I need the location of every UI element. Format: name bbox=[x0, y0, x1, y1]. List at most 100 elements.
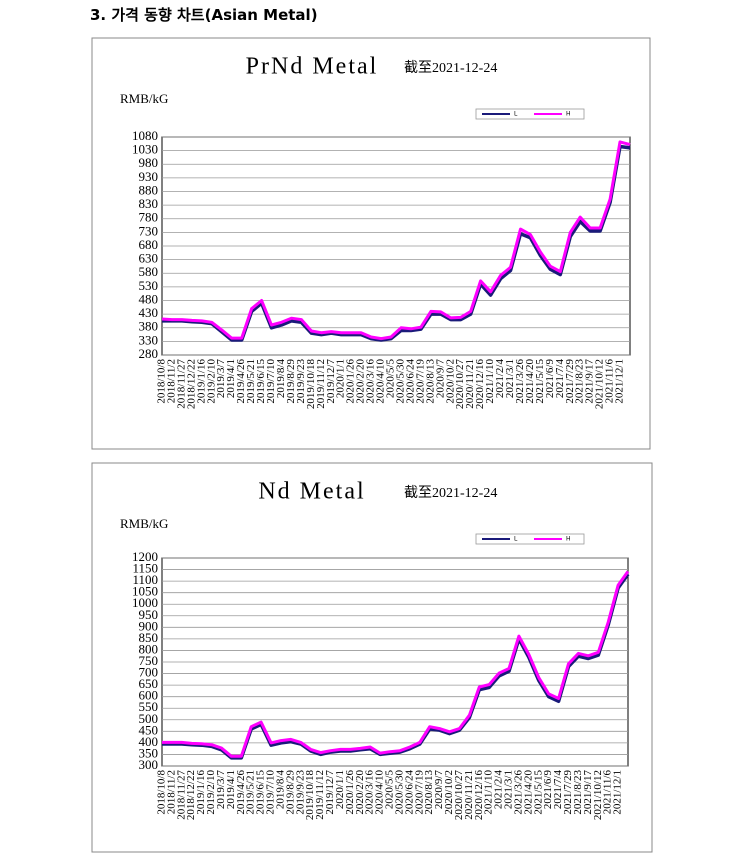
y-tick-label: 900 bbox=[139, 618, 159, 633]
y-tick-label: 1100 bbox=[132, 572, 158, 587]
x-tick-label: 2020/1/1 bbox=[334, 770, 346, 809]
y-tick-label: 850 bbox=[139, 630, 159, 645]
x-tick-label: 2021/11/6 bbox=[602, 770, 614, 815]
y-tick-label: 1080 bbox=[132, 128, 158, 143]
x-tick-label: 2018/11/2 bbox=[165, 770, 177, 814]
x-tick-label: 2019/1/16 bbox=[195, 359, 207, 404]
x-tick-label: 2019/8/29 bbox=[284, 770, 296, 815]
chart-title: Nd Metal bbox=[258, 479, 365, 505]
x-tick-label: 2018/11/27 bbox=[175, 359, 187, 409]
y-tick-label: 700 bbox=[139, 665, 159, 680]
x-tick-label: 2019/6/15 bbox=[255, 770, 267, 815]
y-tick-label: 750 bbox=[139, 653, 159, 668]
x-tick-label: 2019/9/23 bbox=[295, 359, 307, 404]
x-tick-label: 2019/4/1 bbox=[225, 359, 237, 398]
x-tick-label: 2021/5/15 bbox=[532, 770, 544, 815]
x-tick-label: 2019/10/18 bbox=[305, 359, 317, 410]
chart-subtitle: 截至2021-12-24 bbox=[404, 485, 497, 501]
y-tick-label: 330 bbox=[139, 332, 159, 347]
x-tick-label: 2018/10/8 bbox=[156, 359, 168, 404]
series-line bbox=[161, 140, 631, 341]
y-tick-label: 530 bbox=[139, 278, 159, 293]
x-tick-label: 2019/8/4 bbox=[275, 770, 287, 810]
x-tick-label: 2019/3/7 bbox=[215, 359, 227, 399]
y-tick-label: 300 bbox=[139, 757, 159, 772]
x-tick-label: 2021/4/20 bbox=[522, 770, 534, 815]
x-tick-label: 2020/6/24 bbox=[404, 359, 416, 404]
x-tick-label: 2021/3/26 bbox=[512, 770, 524, 815]
x-tick-label: 2018/10/8 bbox=[156, 770, 168, 815]
x-tick-label: 2020/4/10 bbox=[374, 770, 386, 815]
x-tick-label: 2019/11/12 bbox=[315, 359, 327, 409]
x-tick-label: 2020/12/16 bbox=[473, 770, 485, 821]
y-tick-label: 680 bbox=[139, 237, 159, 252]
x-tick-label: 2021/3/1 bbox=[503, 770, 515, 809]
y-tick-label: 780 bbox=[139, 210, 159, 225]
y-tick-label: 880 bbox=[139, 182, 159, 197]
y-axis-label: RMB/kG bbox=[120, 516, 168, 531]
x-tick-label: 2020/9/7 bbox=[433, 770, 445, 810]
y-tick-label: 380 bbox=[139, 319, 159, 334]
y-tick-label: 630 bbox=[139, 251, 159, 266]
x-tick-label: 2018/12/22 bbox=[185, 770, 197, 820]
x-tick-label: 2019/4/26 bbox=[235, 359, 247, 404]
x-tick-label: 2020/5/5 bbox=[385, 359, 397, 399]
chart-subtitle: 截至2021-12-24 bbox=[404, 60, 497, 76]
x-tick-label: 2021/10/12 bbox=[594, 359, 606, 409]
legend-box bbox=[475, 108, 585, 120]
y-tick-label: 730 bbox=[139, 223, 159, 238]
x-tick-label: 2021/7/4 bbox=[554, 359, 566, 399]
x-tick-label: 2021/7/29 bbox=[562, 770, 574, 815]
x-tick-label: 2018/12/22 bbox=[185, 359, 197, 409]
x-tick-label: 2021/12/1 bbox=[612, 770, 624, 815]
x-tick-label: 2020/1/26 bbox=[345, 359, 357, 404]
x-tick-label: 2020/2/20 bbox=[355, 359, 367, 404]
x-tick-label: 2020/6/24 bbox=[403, 770, 415, 815]
x-tick-label: 2021/3/26 bbox=[514, 359, 526, 404]
y-tick-label: 800 bbox=[139, 641, 159, 656]
x-tick-label: 2021/11/6 bbox=[604, 359, 616, 404]
x-tick-label: 2021/8/23 bbox=[572, 770, 584, 815]
legend-label: L bbox=[514, 111, 518, 118]
x-tick-label: 2021/10/12 bbox=[592, 770, 604, 820]
chart-title: PrNd Metal bbox=[246, 54, 379, 80]
x-tick-label: 2019/7/10 bbox=[265, 359, 277, 404]
x-tick-label: 2021/12/1 bbox=[614, 359, 626, 404]
x-tick-label: 2020/11/21 bbox=[464, 359, 476, 409]
x-tick-label: 2021/7/4 bbox=[552, 770, 564, 810]
x-tick-label: 2021/5/15 bbox=[534, 359, 546, 404]
x-tick-label: 2019/2/10 bbox=[205, 770, 217, 815]
x-tick-label: 2019/8/4 bbox=[275, 359, 287, 399]
y-tick-label: 400 bbox=[139, 734, 159, 749]
x-tick-label: 2021/3/1 bbox=[504, 359, 516, 398]
legend-label: H bbox=[566, 111, 571, 118]
x-tick-label: 2019/2/10 bbox=[205, 359, 217, 404]
x-tick-label: 2021/9/17 bbox=[584, 359, 596, 404]
x-tick-label: 2021/9/17 bbox=[582, 770, 594, 815]
x-tick-label: 2020/11/21 bbox=[463, 770, 475, 820]
x-tick-label: 2020/3/16 bbox=[365, 359, 377, 404]
x-tick-label: 2020/1/26 bbox=[344, 770, 356, 815]
x-tick-label: 2021/1/10 bbox=[484, 359, 496, 404]
x-tick-label: 2020/12/16 bbox=[474, 359, 486, 410]
y-tick-label: 350 bbox=[139, 745, 159, 760]
x-tick-label: 2021/4/20 bbox=[524, 359, 536, 404]
y-tick-label: 930 bbox=[139, 169, 159, 184]
y-tick-label: 430 bbox=[139, 305, 159, 320]
y-tick-label: 1200 bbox=[132, 549, 158, 564]
x-tick-label: 2019/3/7 bbox=[215, 770, 227, 810]
x-tick-label: 2021/6/9 bbox=[544, 359, 556, 399]
y-tick-label: 480 bbox=[139, 291, 159, 306]
y-tick-label: 600 bbox=[139, 688, 159, 703]
y-tick-label: 450 bbox=[139, 722, 159, 737]
y-tick-label: 650 bbox=[139, 676, 159, 691]
x-tick-label: 2021/1/10 bbox=[483, 770, 495, 815]
x-tick-label: 2020/10/2 bbox=[443, 770, 455, 815]
x-tick-label: 2020/8/13 bbox=[424, 359, 436, 404]
x-tick-label: 2020/2/20 bbox=[354, 770, 366, 815]
x-tick-label: 2019/10/18 bbox=[304, 770, 316, 821]
x-tick-label: 2019/12/7 bbox=[324, 770, 336, 815]
x-tick-label: 2021/6/9 bbox=[542, 770, 554, 810]
x-tick-label: 2019/5/21 bbox=[245, 770, 257, 815]
